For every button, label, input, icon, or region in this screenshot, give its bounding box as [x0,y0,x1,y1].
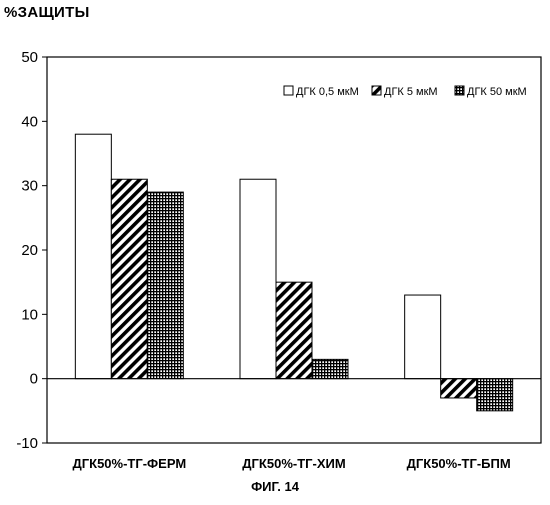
y-tick-label: 30 [21,178,38,195]
bar [477,379,513,411]
y-tick-label: 40 [21,113,38,130]
figure-caption: ФИГ. 14 [0,479,550,494]
bar [276,282,312,379]
x-category-label: ДГК50%-ТГ-ХИМ [242,456,345,471]
x-category-label: ДГК50%-ТГ-ФЕРМ [73,456,187,471]
x-category-label: ДГК50%-ТГ-БПМ [407,456,511,471]
y-tick-label: 50 [21,49,38,66]
legend-label: ДГК 5 мкМ [384,86,438,98]
legend-swatch [455,86,464,95]
y-axis-label: %ЗАЩИТЫ [4,4,90,21]
legend-label: ДГК 50 мкМ [467,86,527,98]
y-tick-label: 20 [21,242,38,259]
y-tick-label: -10 [16,435,38,452]
legend-swatch [372,86,381,95]
bar [240,179,276,378]
bar [405,295,441,379]
bar [147,192,183,379]
y-tick-label: 10 [21,306,38,323]
legend-swatch [284,86,293,95]
bar [111,179,147,378]
bar [312,359,348,378]
legend-label: ДГК 0,5 мкМ [296,86,359,98]
bar [441,379,477,398]
y-tick-label: 0 [30,371,38,388]
bar [75,134,111,378]
